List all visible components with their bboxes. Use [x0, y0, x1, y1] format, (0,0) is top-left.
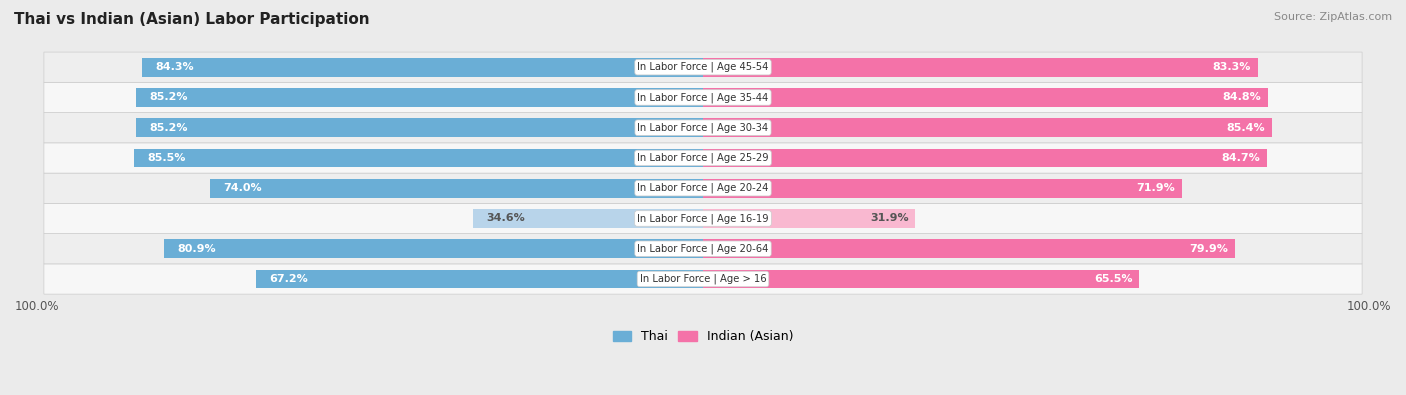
Text: In Labor Force | Age 30-34: In Labor Force | Age 30-34 [637, 122, 769, 133]
FancyBboxPatch shape [44, 143, 1362, 173]
Bar [703, 118, 1271, 137]
FancyBboxPatch shape [44, 264, 1362, 294]
Text: 31.9%: 31.9% [870, 213, 908, 224]
FancyBboxPatch shape [44, 52, 1362, 82]
FancyBboxPatch shape [44, 203, 1362, 233]
Legend: Thai, Indian (Asian): Thai, Indian (Asian) [613, 330, 793, 343]
FancyBboxPatch shape [44, 113, 1362, 143]
FancyBboxPatch shape [44, 233, 1362, 264]
Text: 83.3%: 83.3% [1212, 62, 1251, 72]
Bar [703, 149, 1267, 167]
Bar [136, 88, 703, 107]
Text: 74.0%: 74.0% [224, 183, 263, 193]
Bar [703, 88, 1268, 107]
Text: 34.6%: 34.6% [486, 213, 524, 224]
Text: In Labor Force | Age 16-19: In Labor Force | Age 16-19 [637, 213, 769, 224]
Bar [703, 239, 1234, 258]
Text: In Labor Force | Age 25-29: In Labor Force | Age 25-29 [637, 153, 769, 163]
Bar [136, 118, 703, 137]
FancyBboxPatch shape [44, 173, 1362, 203]
Text: 80.9%: 80.9% [177, 244, 217, 254]
Bar [472, 209, 703, 228]
Text: 79.9%: 79.9% [1189, 244, 1229, 254]
Text: 84.3%: 84.3% [155, 62, 194, 72]
Text: In Labor Force | Age 45-54: In Labor Force | Age 45-54 [637, 62, 769, 72]
Text: In Labor Force | Age > 16: In Labor Force | Age > 16 [640, 274, 766, 284]
Text: 85.2%: 85.2% [149, 123, 187, 133]
Bar [703, 209, 915, 228]
FancyBboxPatch shape [44, 82, 1362, 113]
Text: In Labor Force | Age 35-44: In Labor Force | Age 35-44 [637, 92, 769, 103]
Bar [165, 239, 703, 258]
Bar [703, 58, 1257, 77]
Text: 67.2%: 67.2% [269, 274, 308, 284]
Text: 65.5%: 65.5% [1094, 274, 1132, 284]
Text: 84.7%: 84.7% [1222, 153, 1260, 163]
Bar [256, 270, 703, 288]
Text: Thai vs Indian (Asian) Labor Participation: Thai vs Indian (Asian) Labor Participati… [14, 12, 370, 27]
Text: 85.5%: 85.5% [148, 153, 186, 163]
Text: 71.9%: 71.9% [1136, 183, 1175, 193]
Bar [211, 179, 703, 198]
Text: In Labor Force | Age 20-24: In Labor Force | Age 20-24 [637, 183, 769, 194]
Bar [703, 270, 1139, 288]
Bar [703, 179, 1181, 198]
Text: 85.4%: 85.4% [1226, 123, 1265, 133]
Text: In Labor Force | Age 20-64: In Labor Force | Age 20-64 [637, 243, 769, 254]
Bar [142, 58, 703, 77]
Text: Source: ZipAtlas.com: Source: ZipAtlas.com [1274, 12, 1392, 22]
Text: 85.2%: 85.2% [149, 92, 187, 102]
Bar [134, 149, 703, 167]
Text: 84.8%: 84.8% [1222, 92, 1261, 102]
